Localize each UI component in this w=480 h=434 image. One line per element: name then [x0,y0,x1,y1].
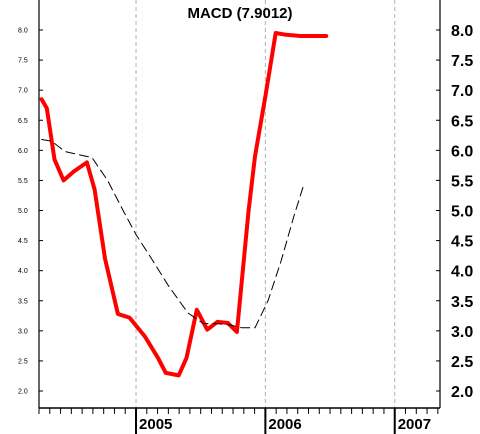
y-tick-label-right: 2.5 [451,354,473,371]
y-tick-label-left: 7.5 [18,58,28,65]
y-tick-label-right: 6.5 [451,113,473,130]
x-tick-label-2007: 2007 [398,416,431,433]
x-tick-label-2005: 2005 [139,416,172,433]
y-tick-label-left: 5.5 [18,178,28,185]
axes [38,0,441,434]
y-tick-label-right: 7.0 [451,83,473,100]
y-tick-label-left: 6.5 [18,118,28,125]
y-tick-label-left: 8.0 [18,28,28,35]
y-tick-label-right: 8.0 [451,23,473,40]
x-tick-label-2006: 2006 [268,416,301,433]
signal-line [41,139,305,329]
y-tick-label-left: 2.0 [18,389,28,396]
y-tick-label-left: 7.0 [18,88,28,95]
chart-title: MACD (7.9012) [187,5,292,22]
y-tick-label-left: 4.0 [18,268,28,275]
y-tick-label-right: 4.5 [451,234,473,251]
y-tick-label-left: 4.5 [18,238,28,245]
y-tick-label-left: 3.5 [18,298,28,305]
y-axis-right-ticks: 8.0 7.5 7.0 6.5 6.0 5.5 5.0 4.5 4.0 3.5 3.0 2.5 2.0 [436,23,473,401]
y-axis-left-ticks: 8.0 7.5 7.0 6.5 6.0 5.5 5.0 4.5 4.0 3.5 3.0 2.5 2.0 [18,28,43,396]
macd-line [39,31,329,378]
y-tick-label-right: 3.5 [451,294,473,311]
grid-lines [135,0,396,408]
x-axis-ticks: 2005 2006 2007 [139,416,431,433]
y-tick-label-left: 3.0 [18,328,28,335]
y-tick-label-right: 7.5 [451,53,473,70]
y-tick-label-right: 6.0 [451,143,473,160]
y-tick-label-left: 5.0 [18,208,28,215]
y-tick-label-right: 3.0 [451,324,473,341]
y-tick-label-left: 6.0 [18,148,28,155]
y-tick-label-right: 5.0 [451,204,473,221]
y-tick-label-right: 4.0 [451,264,473,281]
y-tick-label-right: 2.0 [451,384,473,401]
y-tick-label-right: 5.5 [451,173,473,190]
y-tick-label-left: 2.5 [18,358,28,365]
series-lines [39,31,329,378]
